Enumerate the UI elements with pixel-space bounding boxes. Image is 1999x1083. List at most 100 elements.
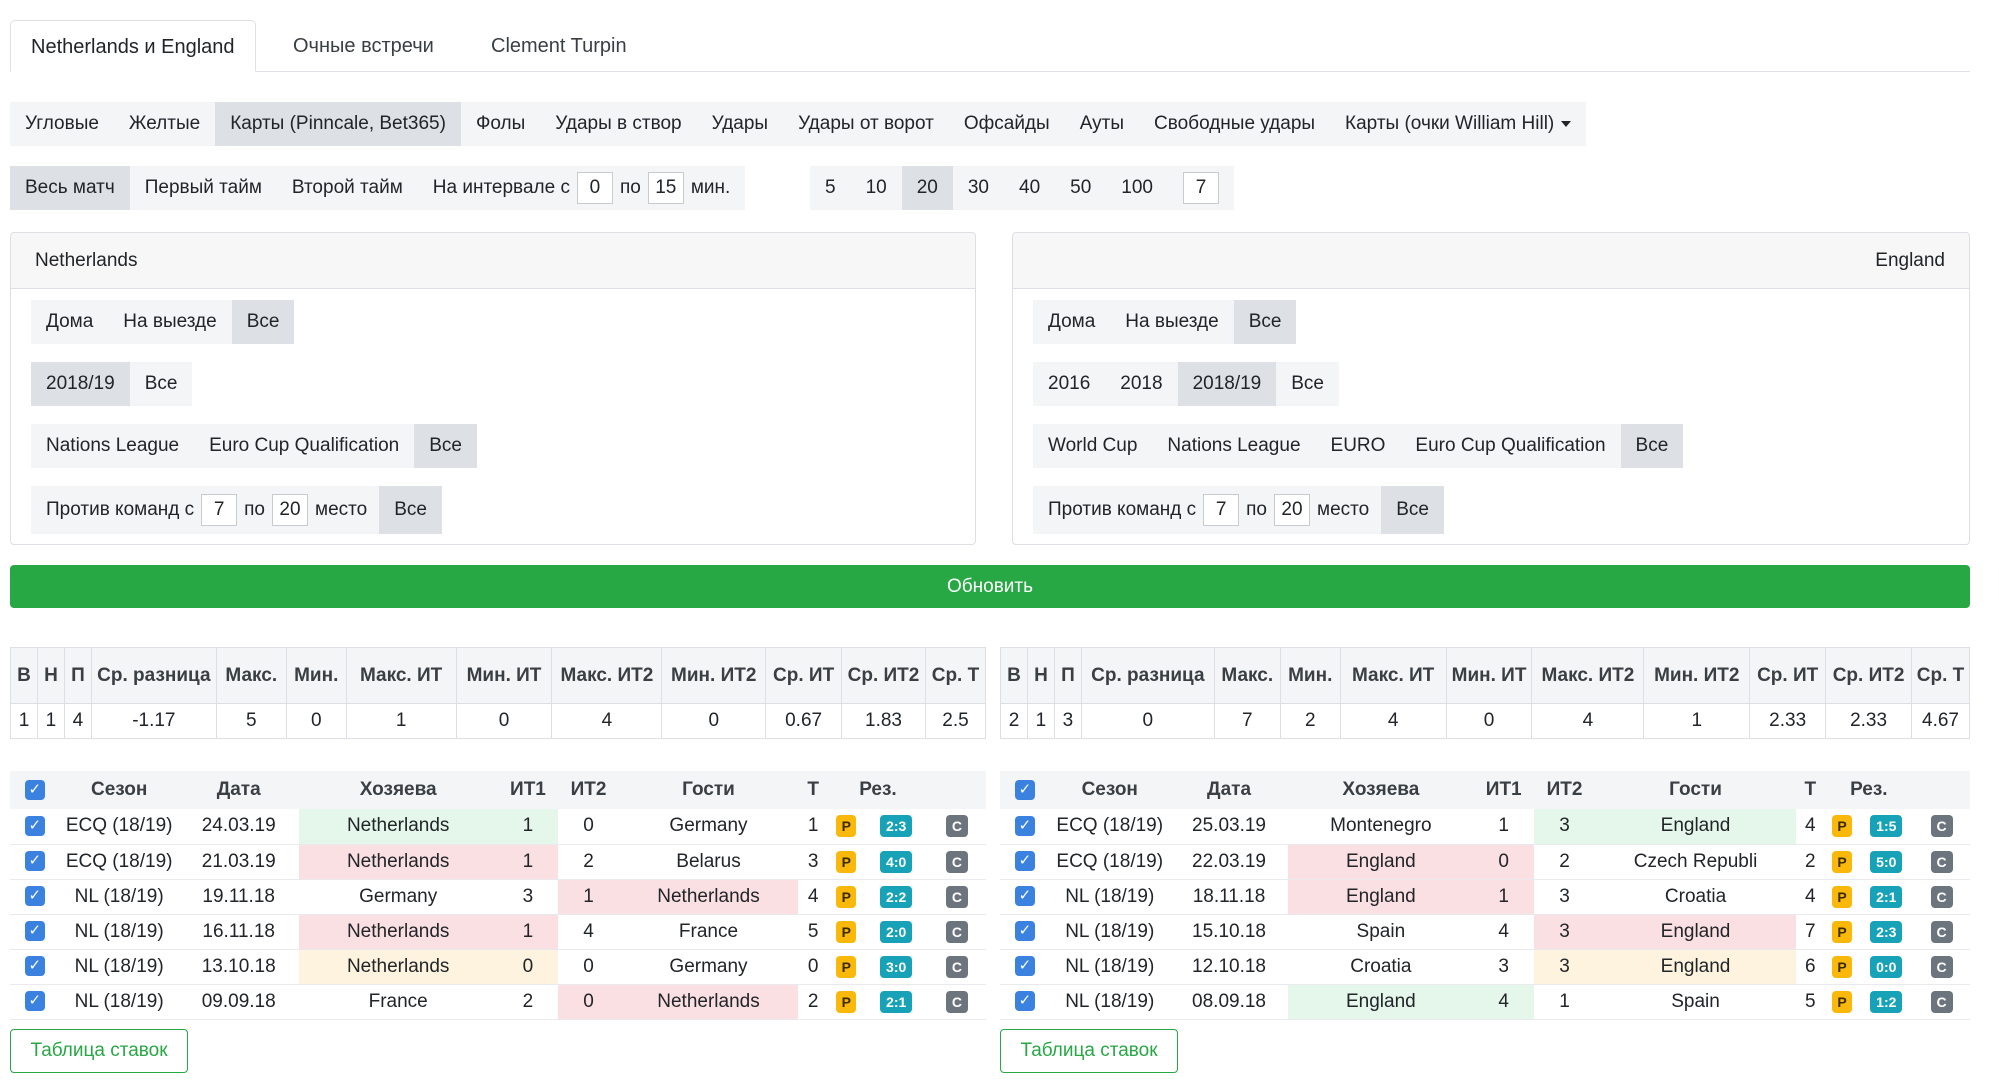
left-tournament-ecq[interactable]: Euro Cup Qualification: [209, 435, 400, 456]
p-badge[interactable]: P: [836, 815, 857, 838]
stat-tab-fouls[interactable]: Фолы: [475, 113, 526, 134]
c-badge[interactable]: C: [1930, 955, 1953, 978]
p-badge[interactable]: P: [1832, 815, 1852, 838]
stat-tab-cards[interactable]: Карты (Pinncale, Bet365): [215, 102, 461, 146]
right-season-2016[interactable]: 2016: [1048, 373, 1091, 394]
c-badge[interactable]: C: [1930, 850, 1953, 873]
last-n-50[interactable]: 50: [1070, 177, 1092, 198]
right-venue-away[interactable]: На выезде: [1125, 311, 1219, 332]
p-badge[interactable]: P: [836, 885, 857, 908]
stat-tab-offsides[interactable]: Офсайды: [963, 113, 1050, 134]
result-badge[interactable]: 3:0: [880, 955, 913, 978]
p-badge[interactable]: P: [836, 920, 857, 943]
right-venue-home[interactable]: Дома: [1048, 311, 1096, 332]
row-checkbox[interactable]: ✓: [1014, 956, 1035, 977]
p-badge[interactable]: P: [1832, 885, 1852, 908]
row-checkbox[interactable]: ✓: [24, 991, 45, 1012]
result-badge[interactable]: 2:3: [880, 815, 913, 838]
stat-tab-yellows[interactable]: Желтые: [128, 113, 201, 134]
right-tournament-euro[interactable]: EURO: [1330, 435, 1386, 456]
right-season-2018-19[interactable]: 2018/19: [1177, 362, 1277, 406]
right-tournament-world-cup[interactable]: World Cup: [1048, 435, 1138, 456]
right-bets-table-button[interactable]: Таблица ставок: [1000, 1029, 1178, 1073]
result-badge[interactable]: 2:1: [880, 990, 913, 1013]
right-rank-all[interactable]: Все: [1381, 486, 1444, 534]
last-n-100[interactable]: 100: [1121, 177, 1153, 198]
left-rank-all[interactable]: Все: [379, 486, 442, 534]
stat-tab-goal-kicks[interactable]: Удары от ворот: [798, 113, 934, 134]
c-badge[interactable]: C: [945, 955, 968, 978]
period-whole-match[interactable]: Весь матч: [10, 166, 130, 210]
stat-tab-shots[interactable]: Удары: [711, 113, 769, 134]
row-checkbox[interactable]: ✓: [1014, 991, 1035, 1012]
result-badge[interactable]: 0:0: [1870, 955, 1903, 978]
left-bets-table-button[interactable]: Таблица ставок: [10, 1029, 188, 1073]
row-checkbox[interactable]: ✓: [24, 921, 45, 942]
c-badge[interactable]: C: [1930, 920, 1953, 943]
c-badge[interactable]: C: [945, 850, 968, 873]
update-button[interactable]: Обновить: [10, 565, 1970, 608]
left-tournament-nations-league[interactable]: Nations League: [46, 435, 180, 456]
period-second-half[interactable]: Второй тайм: [291, 177, 403, 198]
tab-head-to-head[interactable]: Очные встречи: [293, 35, 434, 57]
result-badge[interactable]: 2:3: [1870, 920, 1903, 943]
right-rank-to-input[interactable]: 20: [1274, 494, 1310, 526]
c-badge[interactable]: C: [1930, 990, 1953, 1013]
last-n-40[interactable]: 40: [1019, 177, 1041, 198]
right-tournament-all[interactable]: Все: [1620, 424, 1684, 468]
result-badge[interactable]: 2:1: [1870, 885, 1903, 908]
row-checkbox[interactable]: ✓: [24, 851, 45, 872]
p-badge[interactable]: P: [836, 990, 857, 1013]
select-all-checkbox[interactable]: ✓: [24, 779, 45, 800]
stat-tab-throw-ins[interactable]: Ауты: [1079, 113, 1125, 134]
row-checkbox[interactable]: ✓: [24, 956, 45, 977]
row-checkbox[interactable]: ✓: [1014, 886, 1035, 907]
result-badge[interactable]: 2:2: [880, 885, 913, 908]
period-first-half[interactable]: Первый тайм: [144, 177, 262, 198]
right-tournament-ecq[interactable]: Euro Cup Qualification: [1415, 435, 1606, 456]
p-badge[interactable]: P: [1832, 850, 1852, 873]
last-n-30[interactable]: 30: [967, 177, 989, 198]
p-badge[interactable]: P: [1832, 955, 1852, 978]
p-badge[interactable]: P: [836, 955, 857, 978]
last-n-5[interactable]: 5: [825, 177, 836, 198]
right-tournament-nations-league[interactable]: Nations League: [1167, 435, 1301, 456]
stat-tab-corners[interactable]: Угловые: [25, 113, 99, 134]
row-checkbox[interactable]: ✓: [1014, 816, 1035, 837]
right-season-2018[interactable]: 2018: [1120, 373, 1163, 394]
row-checkbox[interactable]: ✓: [24, 816, 45, 837]
c-badge[interactable]: C: [945, 920, 968, 943]
result-badge[interactable]: 1:5: [1870, 815, 1903, 838]
p-badge[interactable]: P: [1832, 990, 1852, 1013]
left-rank-to-input[interactable]: 20: [272, 494, 308, 526]
row-checkbox[interactable]: ✓: [1014, 851, 1035, 872]
c-badge[interactable]: C: [1930, 815, 1953, 838]
left-season-2018-19[interactable]: 2018/19: [31, 362, 130, 406]
result-badge[interactable]: 2:0: [880, 920, 913, 943]
c-badge[interactable]: C: [945, 885, 968, 908]
c-badge[interactable]: C: [1930, 885, 1953, 908]
right-rank-from-input[interactable]: 7: [1203, 494, 1240, 526]
left-venue-away[interactable]: На выезде: [123, 311, 217, 332]
result-badge[interactable]: 1:2: [1870, 990, 1903, 1013]
left-tournament-all[interactable]: Все: [414, 424, 477, 468]
row-checkbox[interactable]: ✓: [1014, 921, 1035, 942]
right-venue-all[interactable]: Все: [1233, 300, 1297, 344]
interval-to-input[interactable]: 15: [647, 172, 684, 204]
last-n-custom-input[interactable]: 7: [1182, 172, 1219, 204]
last-n-10[interactable]: 10: [865, 177, 887, 198]
tab-referee[interactable]: Clement Turpin: [491, 35, 627, 57]
last-n-20[interactable]: 20: [901, 166, 953, 210]
left-venue-all[interactable]: Все: [231, 300, 295, 344]
row-checkbox[interactable]: ✓: [24, 886, 45, 907]
select-all-checkbox[interactable]: ✓: [1014, 779, 1035, 800]
stat-tab-free-kicks[interactable]: Свободные удары: [1154, 113, 1316, 134]
c-badge[interactable]: C: [945, 990, 968, 1013]
stat-tab-shots-on-target[interactable]: Удары в створ: [555, 113, 682, 134]
p-badge[interactable]: P: [836, 850, 857, 873]
c-badge[interactable]: C: [945, 815, 968, 838]
left-rank-from-input[interactable]: 7: [201, 494, 238, 526]
left-venue-home[interactable]: Дома: [46, 311, 94, 332]
stat-tab-dropdown[interactable]: Карты (очки William Hill): [1330, 102, 1586, 146]
result-badge[interactable]: 5:0: [1870, 850, 1903, 873]
